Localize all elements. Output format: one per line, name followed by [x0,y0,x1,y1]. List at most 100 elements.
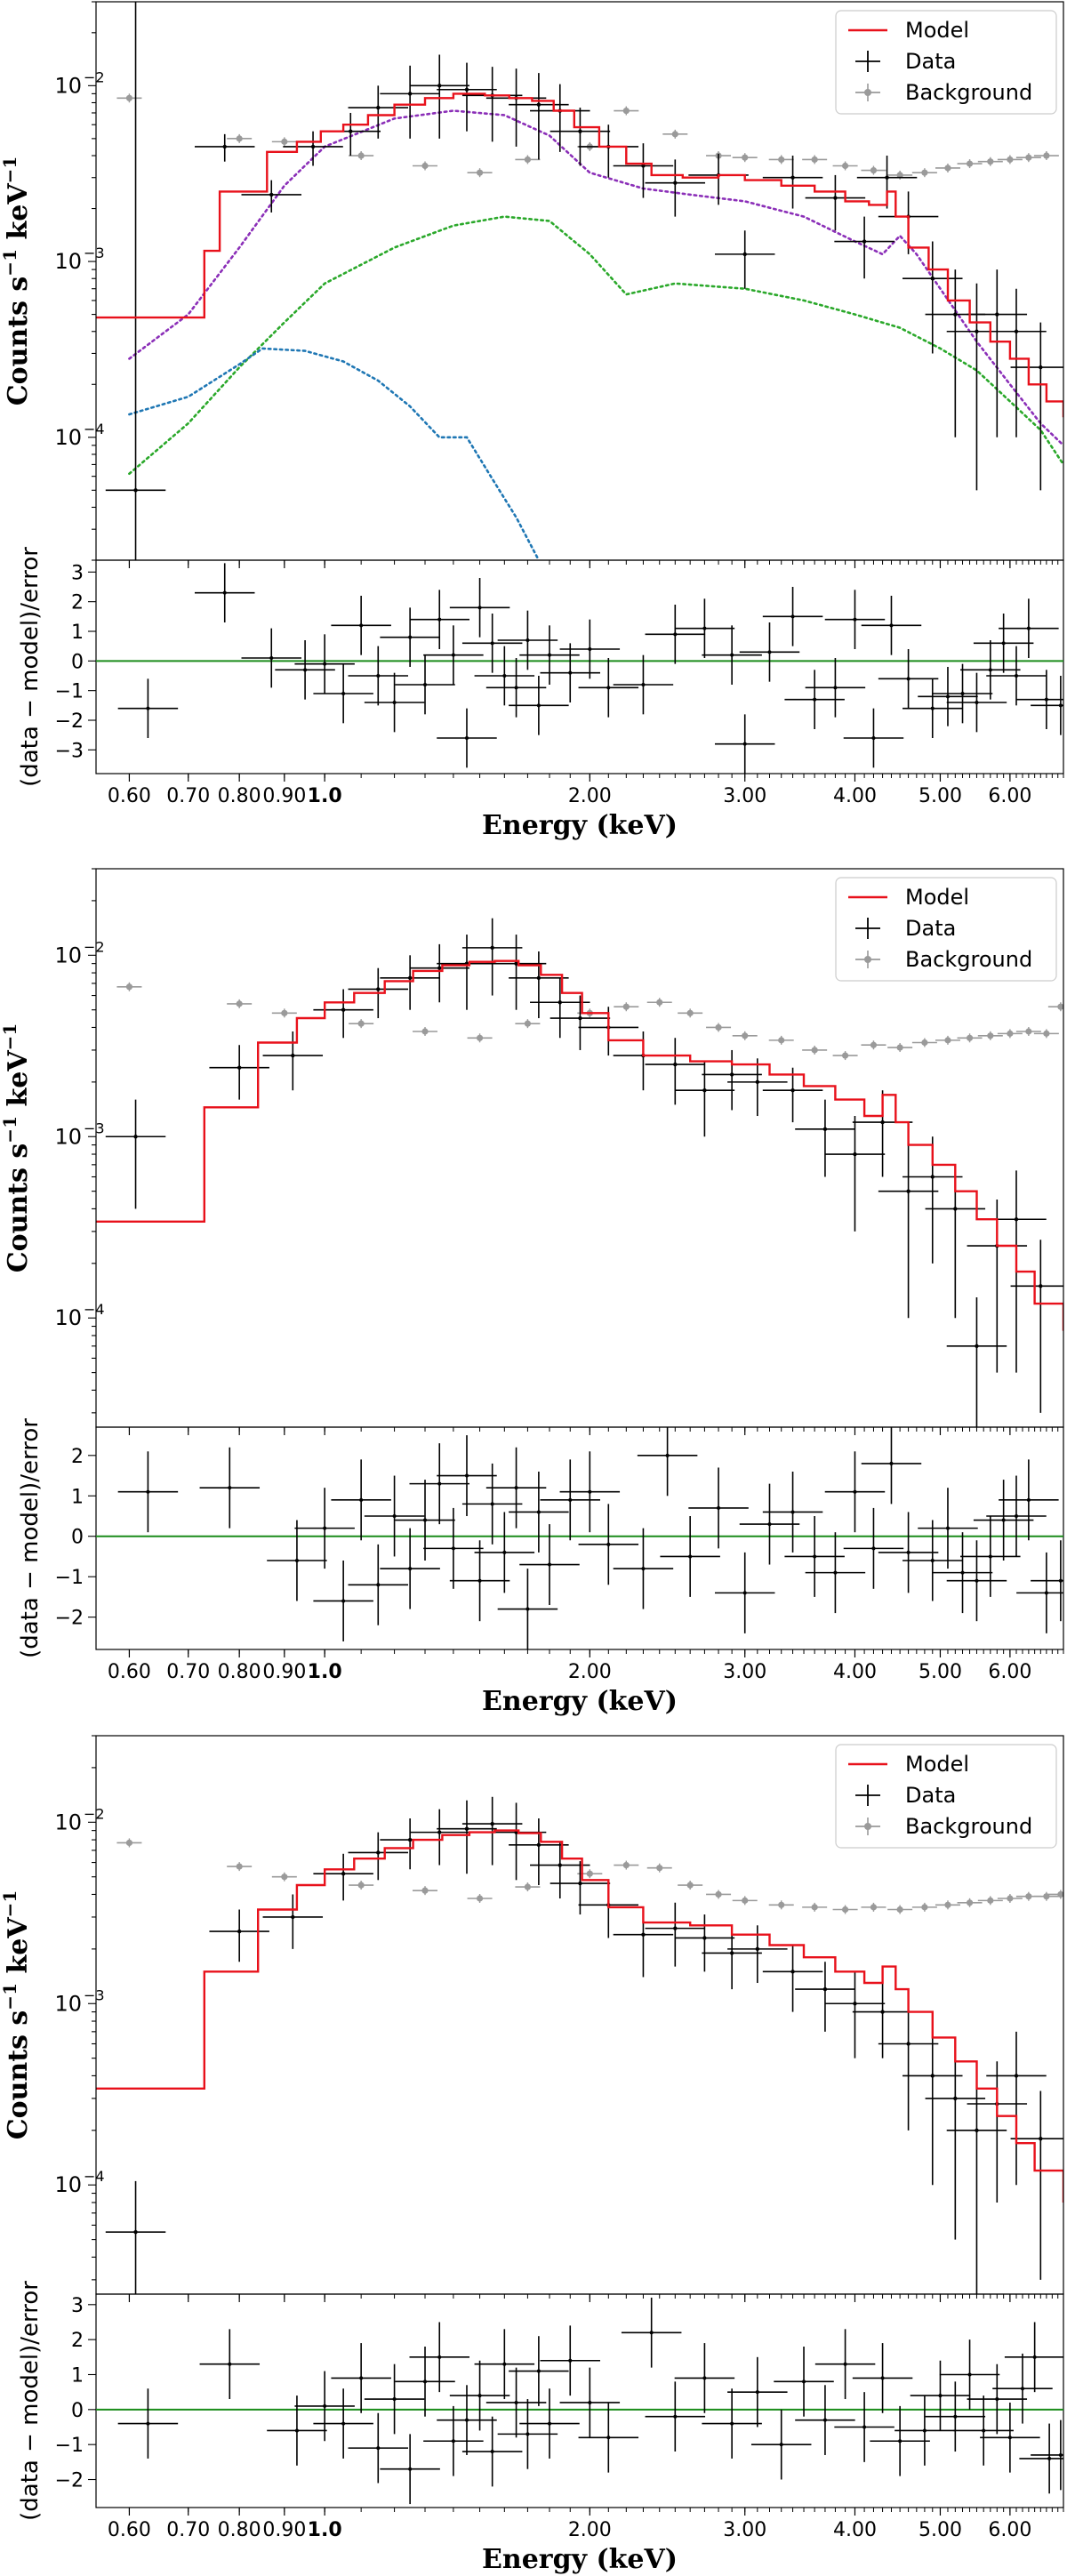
data-point [222,144,227,149]
residual-point [665,1453,670,1457]
background-point [921,1904,928,1911]
data-point [975,1344,979,1349]
residual-point [222,590,227,595]
residual-y-tick-label: −3 [55,740,84,762]
data-point [133,2229,138,2235]
residual-point [702,626,707,630]
data-point [133,488,138,493]
residual-point [392,701,397,704]
data-point [975,329,979,333]
residual-point [790,614,795,619]
data-point [1039,1284,1043,1288]
model-component-1 [128,109,1063,447]
x-tick-label: 2.00 [568,785,612,807]
data-point [729,1951,734,1955]
data-point [641,1932,646,1937]
residual-point [392,1514,397,1518]
legend-background-swatch [864,956,871,963]
residual-point [853,617,857,622]
legend-data-label: Data [905,916,956,941]
residual-point [536,1510,541,1514]
background-point [1043,152,1050,159]
residual-point [294,1559,299,1562]
residual-point [464,1473,469,1478]
data-point [349,129,353,133]
y-tick-exponent: −2 [84,938,105,955]
residual-point [1001,641,1006,646]
background-point [421,1887,429,1894]
data-point [822,1127,828,1132]
residual-point [790,1510,795,1514]
data-point [490,1821,494,1826]
residual-point [588,2400,592,2404]
background-point [524,156,532,164]
spectrum-panel-2: 10−410−310 −20.60 0.70 0.80 0.90 1.0 2.00 3.00 4… [0,868,1064,1717]
x-tick-label: 6.00 [988,2519,1031,2541]
residual-point [930,1559,935,1562]
data-point [536,102,542,107]
background-point [1025,1893,1032,1900]
model-step-line [96,959,1063,1331]
residual-point [437,2355,442,2359]
residual-point [451,2439,455,2444]
residual-point [568,2358,573,2363]
spectrum-plot-area [96,1796,1063,2294]
data-point [862,239,867,244]
x-tick-label: 6.00 [988,1661,1031,1683]
residual-point [779,2443,783,2447]
residual-point [813,697,817,702]
residual-plot-area [96,1427,1063,1649]
data-point [437,1830,442,1834]
x-tick-label: 3.00 [723,785,766,807]
residual-y-tick-label: 2 [71,592,84,614]
x-tick-label: 0.70 [166,2519,210,2541]
residual-point [228,1486,232,1490]
residual-y-tick-label: 1 [71,1486,84,1508]
y-tick-label: 10 [54,2172,82,2197]
data-point [885,175,889,180]
residual-point [464,736,469,740]
model-component-3 [128,347,541,560]
background-point [944,165,951,172]
background-point [841,162,849,170]
residual-point [376,2446,381,2451]
background-point [622,107,630,115]
residual-point [525,2432,530,2436]
residual-point [673,2414,678,2419]
residual-point [1001,1518,1006,1522]
residual-point [294,2428,299,2433]
background-point [870,1041,878,1048]
residual-point [1044,1591,1048,1595]
x-tick-label: 3.00 [723,1661,766,1683]
background-point [524,1020,532,1027]
residual-point [437,617,442,622]
residual-y-tick-label: −2 [55,710,84,733]
residual-point [502,2362,507,2366]
x-tick-label: 0.60 [108,785,151,807]
residual-point [755,2390,759,2395]
residual-y-tick-label: −1 [55,2435,84,2457]
background-point [966,160,974,167]
data-point [673,1062,678,1067]
data-point [376,1850,381,1855]
x-ticks: 0.60 0.70 0.80 0.90 1.0 2.00 3.00 4.00 5.00 6.00 [108,1427,1064,1683]
residual-point [938,2394,943,2398]
residual-point [945,1526,950,1530]
residual-point [945,694,950,699]
background-point [476,169,484,176]
x-tick-label: 3.00 [723,2519,766,2541]
residual-point [408,635,413,639]
residual-point [408,1567,413,1571]
background-point [686,1882,694,1889]
data-point [906,1189,911,1193]
background-point [811,156,818,164]
residual-point [146,2421,150,2426]
data-point [536,975,542,980]
y-axis-label: Counts s−1 keV−1 [0,156,34,406]
residual-point [898,2439,903,2444]
y-tick-exponent: −2 [84,1805,105,1822]
residual-point [922,2428,927,2433]
residual-axes-frame [95,2293,1064,2508]
data-point [376,987,381,991]
data-point [1014,329,1019,333]
